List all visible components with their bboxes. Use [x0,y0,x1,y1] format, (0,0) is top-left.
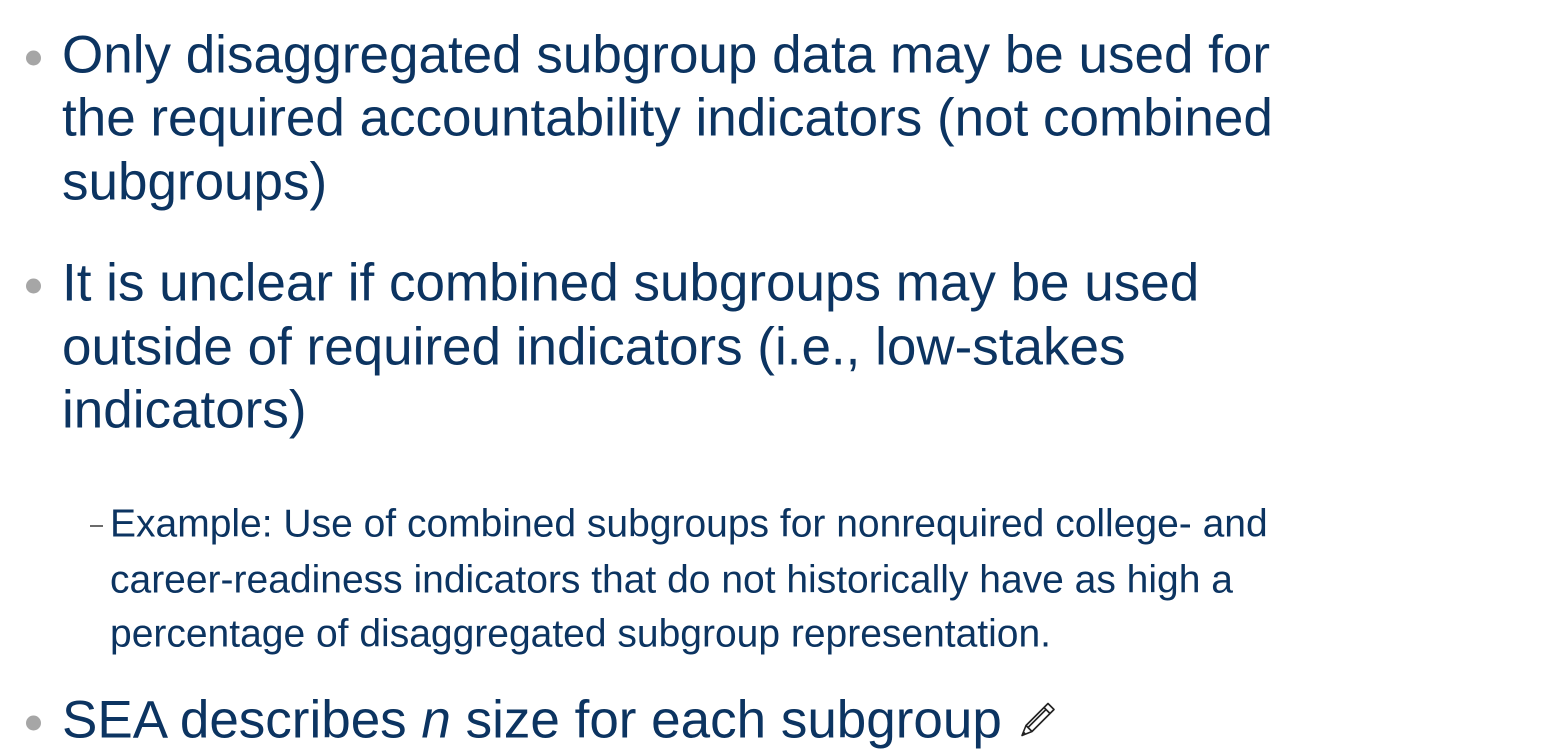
bullet-text: SEA describes n size for each subgroup [62,694,1058,747]
bullet-text: the required accountability indicators (… [62,88,1273,148]
bullet-text: outside of required indicators (i.e., lo… [62,317,1126,377]
text-part: SEA describes [62,690,422,750]
bullet-text: It is unclear if combined subgroups may … [62,253,1200,313]
bullet-text: subgroups) [62,152,328,212]
sub-bullet-text: percentage of disaggregated subgroup rep… [110,612,1052,656]
bullet-dot [26,278,41,294]
bullet-text: Only disaggregated subgroup data may be … [62,25,1271,85]
pencil-icon [1021,702,1055,737]
bullet-dot [26,715,41,731]
sub-bullet-text: career-readiness indicators that do not … [110,558,1233,602]
bullet-dot [26,50,41,66]
bullet-text: indicators) [62,380,307,440]
sub-bullet-dash [90,525,103,527]
text-part: n [421,690,451,750]
text-part: size for each subgroup [450,690,1002,750]
sub-bullet-text: Example: Use of combined subgroups for n… [110,502,1268,546]
